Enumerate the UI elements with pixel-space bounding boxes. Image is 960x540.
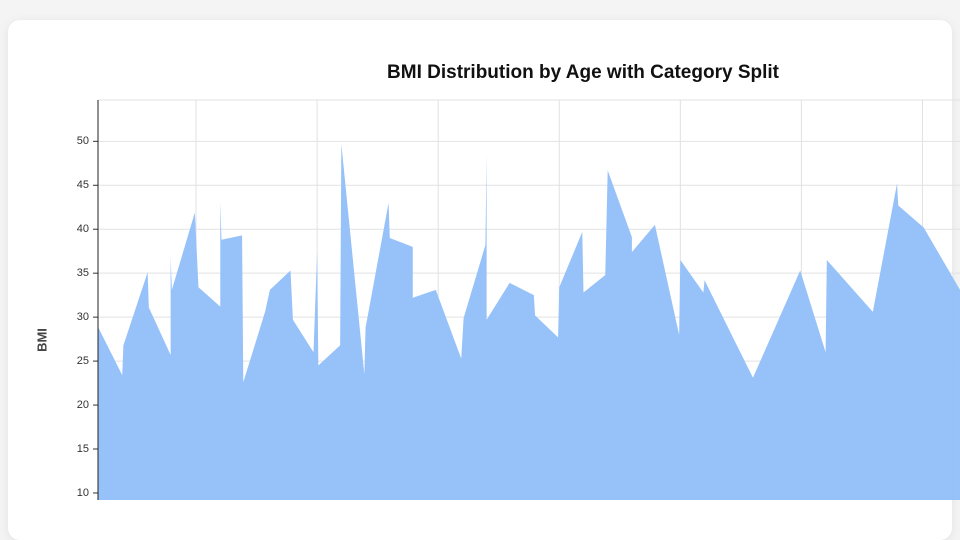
y-tick-label: 20 <box>77 399 89 411</box>
y-tick-label: 15 <box>77 443 89 455</box>
chart: BMI Distribution by Age with Category Sp… <box>34 62 960 500</box>
y-tick-label: 10 <box>77 487 89 499</box>
y-axis-label: BMI <box>34 328 49 352</box>
y-tick-label: 30 <box>77 311 89 323</box>
y-tick-label: 50 <box>77 135 89 147</box>
y-tick-label: 45 <box>77 179 89 191</box>
area <box>98 143 960 500</box>
y-tick-label: 40 <box>77 223 89 235</box>
y-tick-label: 35 <box>77 267 89 279</box>
page: BMI Distribution by Age with Category Sp… <box>8 20 960 540</box>
y-tick-label: 25 <box>77 355 89 367</box>
chart-title: BMI Distribution by Age with Category Sp… <box>387 62 780 83</box>
